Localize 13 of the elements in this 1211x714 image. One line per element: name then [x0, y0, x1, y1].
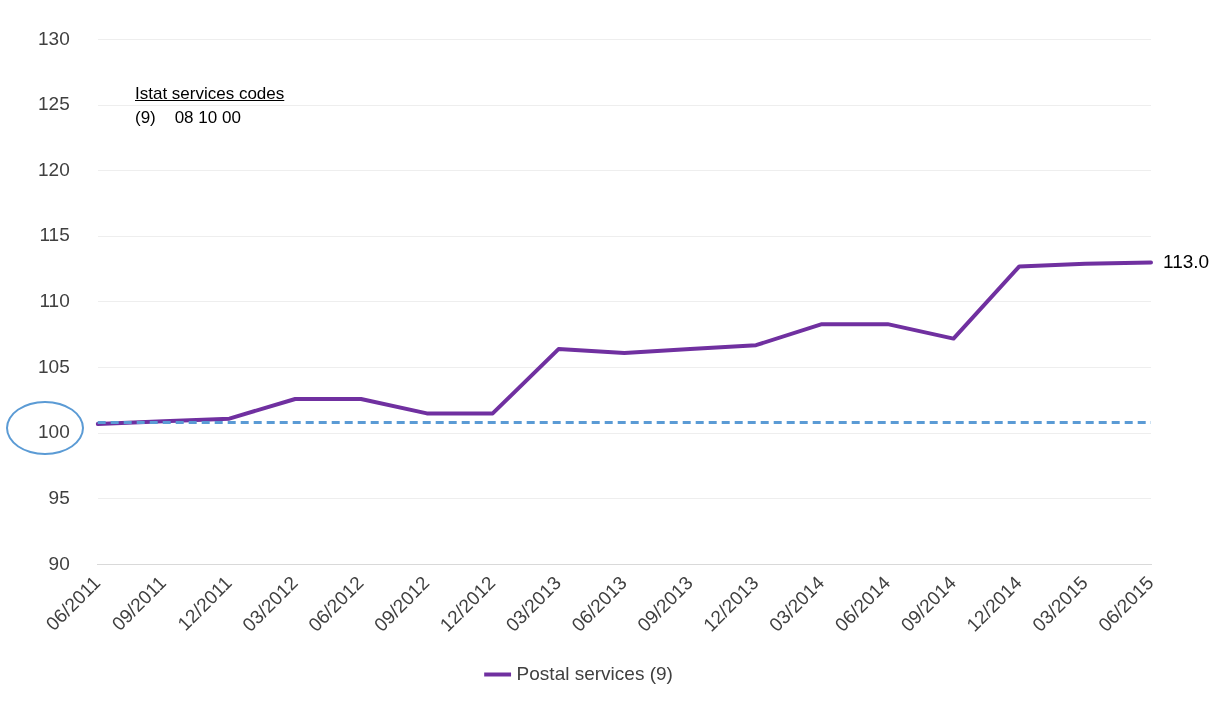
y-tick-label: 110	[39, 290, 70, 312]
data-label: 113.0	[1163, 250, 1210, 272]
y-tick-label: 95	[48, 486, 70, 508]
y-tick-label: 115	[39, 224, 70, 246]
annotation: Istat services codes	[135, 84, 285, 104]
y-tick-label: 105	[38, 355, 70, 377]
y-tick-label: 120	[38, 158, 70, 180]
y-tick-label: 125	[38, 93, 70, 115]
y-tick-label: 130	[38, 27, 70, 49]
annotation: (9) 08 10 00	[135, 108, 241, 128]
legend-label: Postal services (9)	[516, 662, 673, 684]
y-tick-label: 100	[38, 421, 70, 443]
y-tick-label: 90	[48, 552, 70, 574]
